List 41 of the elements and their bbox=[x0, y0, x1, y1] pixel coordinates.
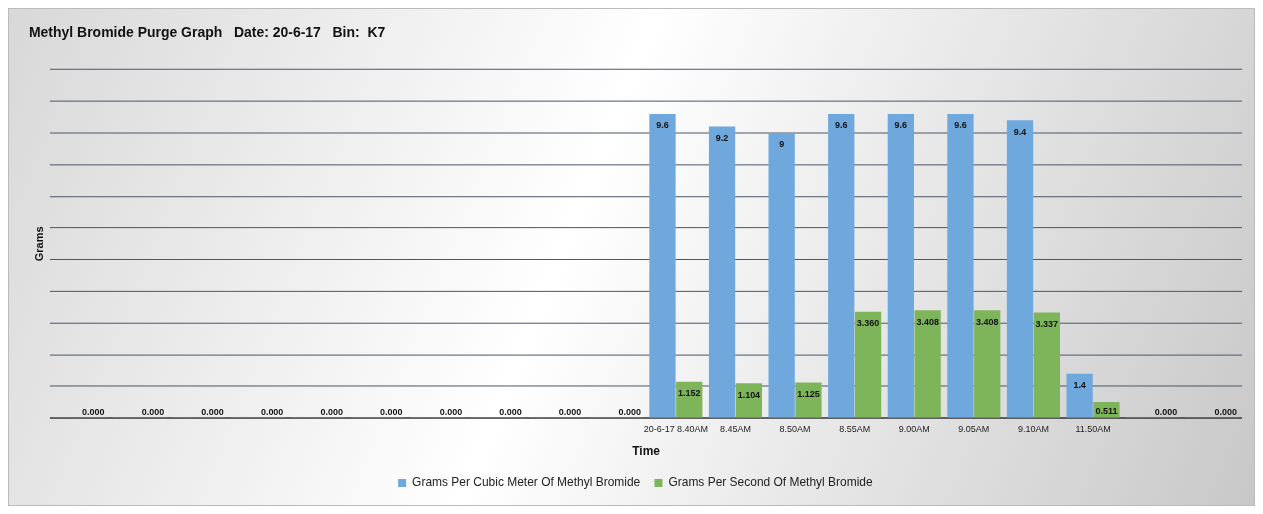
data-label: 9.6 bbox=[656, 120, 669, 131]
data-label: 1.152 bbox=[678, 388, 701, 399]
data-label: 1.104 bbox=[737, 389, 761, 400]
x-tick-label: 9.05AM bbox=[958, 423, 990, 434]
x-tick-label: 9.10AM bbox=[1017, 423, 1049, 434]
data-label: 1.125 bbox=[797, 388, 820, 399]
x-tick-label: 20-6-17 8.40AM bbox=[643, 423, 709, 434]
data-label: 0.000 bbox=[141, 406, 165, 417]
data-label: 0.000 bbox=[380, 406, 403, 417]
data-label: 1.4 bbox=[1073, 380, 1086, 391]
data-label: 0.000 bbox=[618, 406, 641, 417]
data-label: 9.6 bbox=[835, 120, 848, 131]
legend-label: Grams Per Second Of Methyl Bromide bbox=[668, 475, 873, 490]
data-label: 0.000 bbox=[201, 406, 224, 417]
legend-label: Grams Per Cubic Meter Of Methyl Bromide bbox=[412, 475, 641, 490]
x-tick-label: 9.00AM bbox=[898, 423, 930, 434]
y-axis-title: Grams bbox=[32, 226, 45, 262]
chart-title: Methyl Bromide Purge Graph Date: 20-6-17 Bin: K7 bbox=[28, 24, 386, 41]
data-label: 9.6 bbox=[954, 120, 967, 131]
data-label: 3.408 bbox=[976, 316, 999, 327]
data-label: 3.408 bbox=[916, 316, 939, 327]
data-label: 0.000 bbox=[82, 406, 105, 417]
data-label: 3.337 bbox=[1035, 318, 1059, 329]
data-label: 0.000 bbox=[1214, 406, 1237, 417]
x-tick-label: 8.45AM bbox=[719, 423, 751, 434]
data-label: 9.6 bbox=[894, 120, 908, 131]
x-tick-label: 11.50AM bbox=[1075, 423, 1111, 434]
data-label: 0.000 bbox=[320, 406, 343, 417]
data-label: 3.360 bbox=[856, 318, 880, 329]
x-axis-title: Time bbox=[632, 444, 661, 459]
data-label: 9 bbox=[779, 139, 785, 150]
data-label: 0.000 bbox=[499, 406, 522, 417]
data-label: 0.000 bbox=[558, 406, 582, 417]
data-label: 0.000 bbox=[439, 406, 463, 417]
x-tick-label: 8.50AM bbox=[779, 423, 811, 434]
data-label: 9.2 bbox=[715, 133, 729, 144]
x-tick-label: 8.55AM bbox=[839, 423, 871, 434]
data-label: 0.000 bbox=[1154, 406, 1178, 417]
data-label: 0.000 bbox=[260, 406, 284, 417]
data-label: 9.4 bbox=[1013, 126, 1027, 137]
data-label: 0.511 bbox=[1095, 406, 1118, 417]
